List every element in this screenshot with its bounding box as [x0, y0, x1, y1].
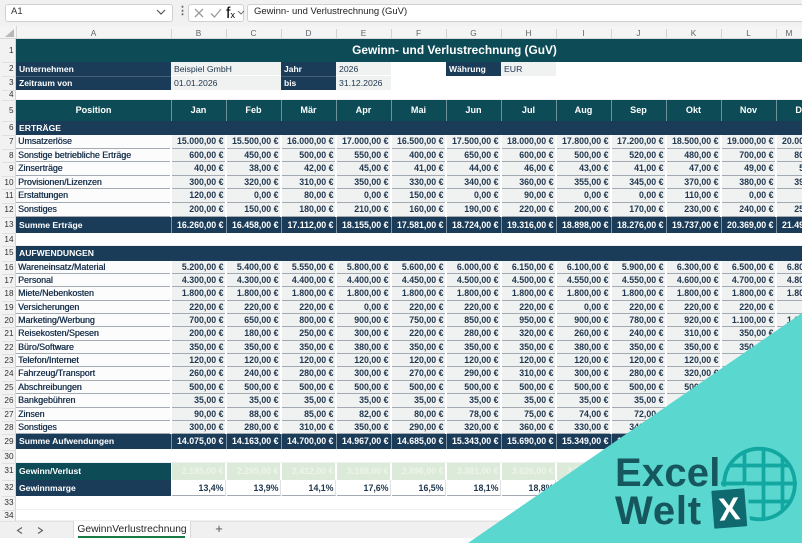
svg-text:Excel: Excel: [615, 451, 721, 495]
svg-text:X: X: [717, 490, 742, 528]
svg-text:Welt: Welt: [615, 489, 702, 533]
